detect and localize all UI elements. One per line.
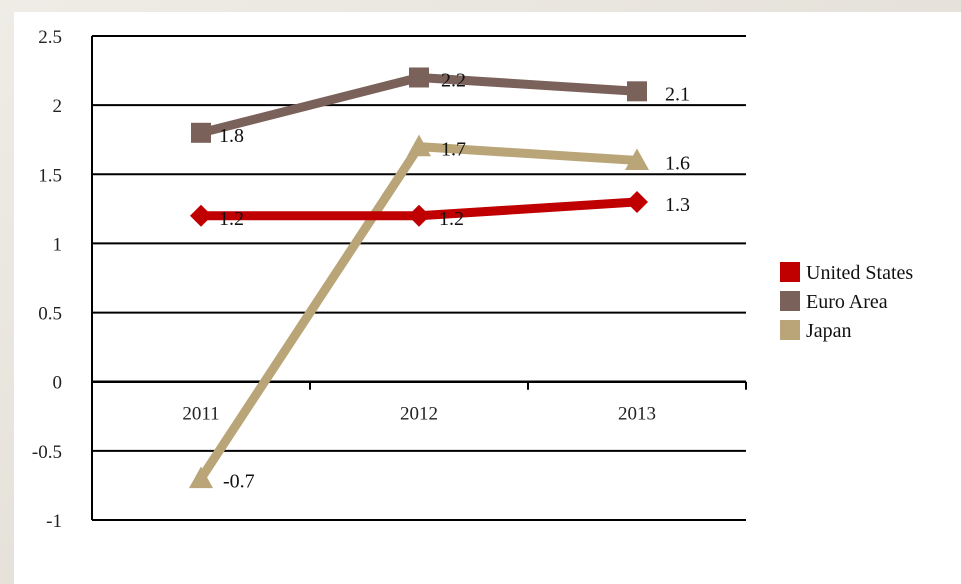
data-point-euro-area [191,122,211,143]
legend-item-euro-area: Euro Area [780,291,888,313]
legend-label-japan: Japan [806,320,852,342]
data-label-euro-area: 2.1 [665,83,690,105]
data-label-euro-area: 2.2 [441,69,466,91]
series-layer [189,67,649,489]
data-label-united-states: 1.2 [219,208,244,230]
data-point-japan [625,148,649,171]
series-united-states [190,190,648,227]
y-tick-label: 1.5 [38,165,62,186]
legend-label-united-states: United States [806,262,913,284]
data-point-japan [189,466,213,489]
data-labels: -0.7 1.7 1.6 1.8 2.2 2.1 1.2 1.2 1.3 [219,69,690,492]
data-point-euro-area [627,81,647,102]
legend-item-japan: Japan [780,320,852,342]
y-tick-label: 0 [53,373,63,394]
data-point-euro-area [409,67,429,88]
data-label-united-states: 1.2 [439,208,464,230]
legend-item-united-states: United States [780,262,913,284]
data-point-japan [407,134,431,157]
x-tick-label: 2011 [182,404,219,425]
y-tick-label: -1 [46,511,62,532]
data-point-united-states [408,204,430,227]
data-label-united-states: 1.3 [665,194,690,216]
axes: 2.5 2 1.5 1 0.5 0 -0.5 -1 2011 2012 2013 [32,27,747,532]
series-japan [189,134,649,489]
legend-swatch-united-states [780,262,800,282]
legend-swatch-japan [780,320,800,340]
x-tick-label: 2013 [618,404,656,425]
chart-area [14,12,961,584]
data-point-united-states [626,190,648,213]
data-label-euro-area: 1.8 [219,125,244,147]
legend: United States Euro Area Japan [780,262,913,342]
data-label-japan: 1.6 [665,152,690,174]
data-point-united-states [190,204,212,227]
data-label-japan: 1.7 [441,139,466,161]
y-tick-label: 1 [53,234,63,255]
data-label-japan: -0.7 [223,471,255,493]
y-tick-label: 2 [53,96,63,117]
legend-swatch-euro-area [780,291,800,311]
x-tick-label: 2012 [400,404,438,425]
y-tick-label: -0.5 [32,442,62,463]
y-tick-label: 0.5 [38,304,62,325]
y-tick-label: 2.5 [38,27,62,48]
legend-label-euro-area: Euro Area [806,291,888,313]
series-euro-area [191,67,647,143]
